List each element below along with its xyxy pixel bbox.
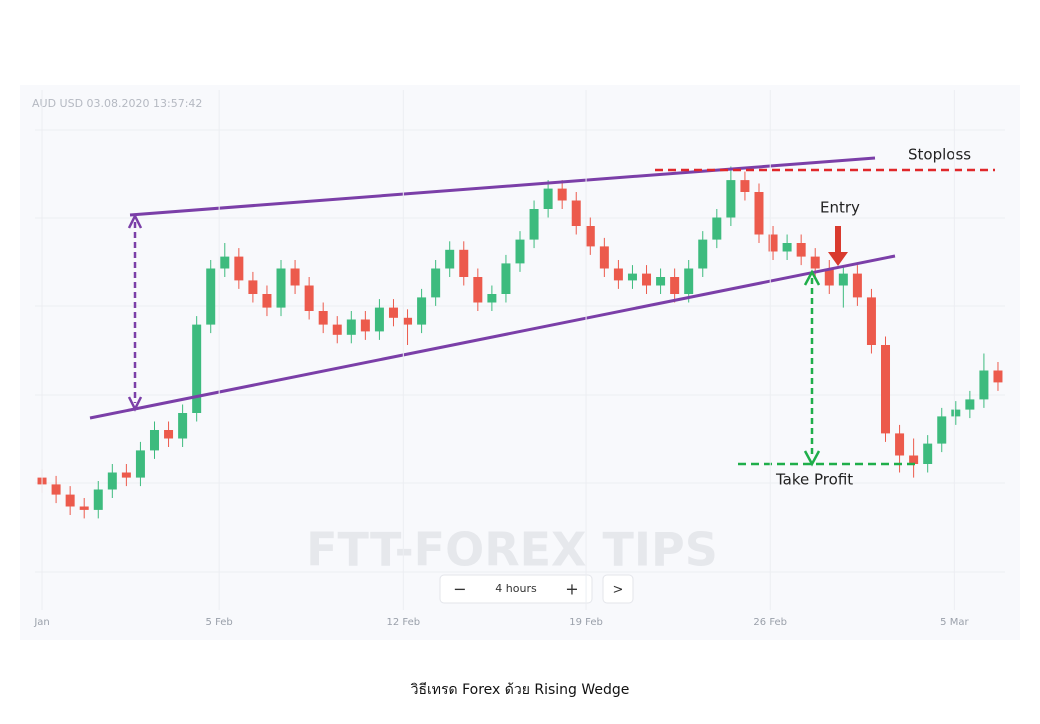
x-tick-label: 5 Feb [206, 617, 233, 628]
candle-body [585, 226, 595, 247]
candle-body [107, 472, 117, 490]
candle-body [388, 307, 398, 318]
target-arrowheads [803, 269, 821, 467]
candle-body [656, 277, 666, 286]
chart-panel [20, 85, 1020, 640]
candle-body [262, 294, 272, 308]
candle-body [220, 256, 230, 269]
candle-body [529, 209, 539, 240]
candle-body [276, 268, 286, 308]
x-tick-label: 5 Mar [940, 617, 969, 628]
candle-body [852, 273, 862, 298]
candle-body [866, 297, 876, 345]
interval-controls: − 4 hours + > [439, 574, 634, 604]
candle-body [613, 268, 623, 281]
interval-label[interactable]: 4 hours [495, 582, 537, 595]
candle-body [754, 192, 764, 235]
candle-body [149, 430, 159, 451]
candle-body [642, 273, 652, 286]
candle-body [206, 268, 216, 325]
candle-body [670, 277, 680, 294]
candle-body [627, 273, 637, 281]
candle-body [192, 324, 202, 413]
next-button[interactable]: > [613, 583, 624, 598]
caption: วิธีเทรด Forex ด้วย Rising Wedge [410, 682, 629, 698]
candle-body [93, 489, 103, 510]
x-tick-label: Jan [33, 617, 49, 628]
candle-body [951, 409, 961, 417]
watermark: FTT-FOREX TIPS [306, 523, 718, 577]
candle-body [417, 297, 427, 325]
zoom-in-button[interactable]: + [565, 580, 578, 599]
candle-body [234, 256, 244, 281]
candle-body [346, 319, 356, 335]
x-tick-label: 26 Feb [753, 617, 787, 628]
candle-body [79, 506, 89, 510]
candle-body [121, 472, 131, 478]
candle-body [824, 268, 834, 286]
candle-body [374, 307, 384, 332]
candle-body [838, 273, 848, 286]
entry-arrow [828, 226, 848, 266]
candle-body [599, 246, 609, 269]
candle-body [543, 188, 553, 209]
candle-body [895, 433, 905, 456]
candle-body [698, 239, 708, 269]
candle-body [923, 443, 933, 464]
candle-body [979, 370, 989, 400]
candle-body [473, 277, 483, 303]
zoom-out-button[interactable]: − [453, 580, 466, 599]
candle-body [909, 455, 919, 464]
candle-body [993, 370, 1003, 383]
chart-title: AUD USD 03.08.2020 13:57:42 [32, 97, 202, 110]
stoploss-label: Stoploss [908, 146, 971, 164]
candle-body [360, 319, 370, 332]
candle-body [445, 249, 455, 269]
candle-body [487, 294, 497, 303]
annotations: Stoploss Entry Take Profit [89, 146, 995, 489]
candle-body [65, 494, 75, 507]
candle-body [726, 180, 736, 218]
candle-body [164, 430, 174, 439]
height-arrowheads [127, 213, 143, 412]
candle-body [965, 399, 975, 410]
lower-trendline [89, 254, 896, 420]
candle-body [431, 268, 441, 298]
candle-body [51, 484, 61, 495]
candle-body [571, 200, 581, 226]
candle-body [796, 243, 806, 257]
candle-body [304, 285, 314, 311]
upper-trendline [129, 156, 876, 217]
candle-body [684, 268, 694, 294]
candle-body [782, 243, 792, 252]
candle-body [248, 280, 258, 294]
candle-body [290, 268, 300, 286]
candle-body [515, 239, 525, 264]
next-box [602, 574, 634, 604]
candle-body [318, 311, 328, 325]
candle-body [768, 234, 778, 252]
candle-body [135, 450, 145, 478]
candle-body [459, 249, 469, 277]
candle-body [712, 217, 722, 240]
candle-body [403, 317, 413, 325]
x-tick-label: 12 Feb [387, 617, 421, 628]
entry-label: Entry [820, 199, 860, 217]
candle-body [557, 188, 567, 201]
interval-box [439, 574, 593, 604]
take-profit-label: Take Profit [775, 471, 853, 489]
candle-body [937, 416, 947, 444]
candle-body [810, 256, 820, 269]
candle-body [501, 263, 511, 294]
candle-body [740, 180, 750, 192]
candle-body [332, 324, 342, 335]
candle-body [881, 345, 891, 434]
candle-body [178, 413, 188, 439]
x-tick-label: 19 Feb [569, 617, 603, 628]
